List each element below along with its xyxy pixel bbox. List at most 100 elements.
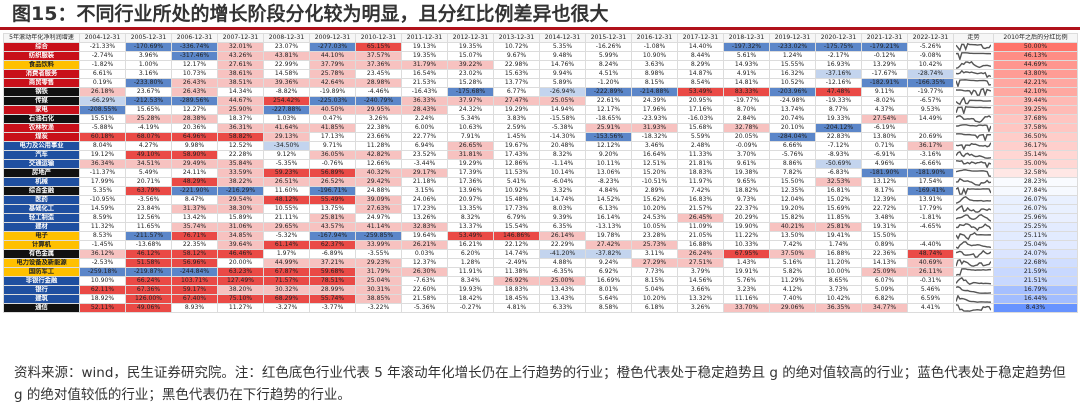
growth-cell: 12.52%: [217, 141, 264, 151]
growth-cell: 62.37%: [309, 240, 356, 250]
sparkline-line: [956, 152, 991, 158]
growth-cell: 10.90%: [79, 276, 126, 286]
header-date: 2008-12-31: [263, 33, 310, 43]
growth-cell: 3.16%: [125, 69, 172, 79]
growth-cell: 42.82%: [355, 150, 402, 160]
growth-cell: -11.37%: [79, 168, 126, 178]
growth-cell: 11.85%: [815, 213, 862, 223]
chart-title: 图15：不同行业所处的增长阶段分化较为明显，且分红比例差异也很大: [12, 3, 609, 25]
growth-cell: 16.64%: [631, 150, 678, 160]
growth-cell: 6.13%: [585, 204, 632, 214]
growth-cell: 5.46%: [907, 285, 954, 295]
growth-cell: 5.35%: [539, 42, 586, 52]
growth-cell: 13.80%: [861, 132, 908, 142]
table-row: 银行 62.11% 67.36% 59.17% 38.20% 30.32% 28.99% 30…: [3, 285, 1078, 295]
payout-ratio-cell: 25.04%: [993, 240, 1078, 250]
growth-cell: 11.16%: [723, 294, 770, 304]
growth-cell: 19.90%: [723, 222, 770, 232]
industry-name: 医药: [3, 195, 80, 205]
growth-cell: -181.90%: [907, 168, 954, 178]
growth-cell: -18.32%: [631, 132, 678, 142]
growth-cell: 10.52%: [769, 78, 816, 88]
growth-cell: 26.65%: [447, 141, 494, 151]
header-date: 2004-12-31: [79, 33, 126, 43]
growth-cell: 22.12%: [493, 240, 540, 250]
growth-cell: 17.99%: [79, 177, 126, 187]
growth-cell: 10.33%: [723, 240, 770, 250]
growth-cell: -233.02%: [769, 42, 816, 52]
sparkline-line: [956, 62, 991, 68]
growth-cell: 63.79%: [125, 186, 172, 196]
trend-sparkline: [953, 240, 994, 250]
header-date: 2020-12-31: [815, 33, 862, 43]
industry-name: 计算机: [3, 240, 80, 250]
growth-cell: 29.23%: [355, 258, 402, 268]
sparkline-line: [956, 125, 991, 131]
growth-cell: 26.14%: [539, 231, 586, 241]
sparkline-line: [956, 278, 991, 284]
growth-cell: 21.18%: [401, 177, 448, 187]
growth-cell: 76.71%: [171, 231, 218, 241]
growth-cell: -7.12%: [815, 141, 862, 151]
growth-cell: -14.30%: [539, 132, 586, 142]
sparkline-svg: [956, 151, 991, 159]
sparkline-line: [956, 98, 991, 104]
growth-cell: -203.96%: [769, 87, 816, 97]
growth-cell: 26.11%: [907, 267, 954, 277]
sparkline-line: [956, 53, 991, 59]
growth-cell: 7.40%: [769, 294, 816, 304]
growth-cell: 8.70%: [723, 105, 770, 115]
growth-cell: 26.30%: [401, 267, 448, 277]
growth-cell: 3.66%: [677, 285, 724, 295]
growth-cell: 13.42%: [171, 213, 218, 223]
growth-cell: 15.63%: [493, 69, 540, 79]
growth-cell: -9.08%: [907, 51, 954, 61]
growth-cell: 8.44%: [677, 51, 724, 61]
growth-cell: -4.40%: [907, 240, 954, 250]
growth-cell: -3.16%: [907, 150, 954, 160]
table-row: 通信 52.11% 49.06% 8.93% 11.27% -3.27% -3.77% -3.…: [3, 303, 1078, 313]
sparkline-line: [956, 116, 991, 122]
growth-cell: 14.56%: [677, 276, 724, 286]
growth-cell: -5.36%: [401, 303, 448, 313]
growth-cell: 25.90%: [217, 105, 264, 115]
growth-cell: 15.55%: [769, 60, 816, 70]
industry-name: 纺织服装: [3, 51, 80, 61]
header-date: 2011-12-31: [401, 33, 448, 43]
growth-cell: 19.29%: [447, 159, 494, 169]
growth-cell: 21.05%: [677, 231, 724, 241]
industry-name: 汽车: [3, 150, 80, 160]
growth-cell: 53.49%: [447, 231, 494, 241]
sparkline-line: [956, 251, 991, 257]
growth-cell: 6.77%: [493, 87, 540, 97]
table-body: 综合 -21.33% -170.69% -336.74% 32.01% 23.07% -27…: [3, 42, 1078, 313]
growth-cell: 10.05%: [631, 222, 678, 232]
source-note: 资料来源：wind，民生证券研究院。注：红色底色行业代表 5 年滚动年化增长仍在…: [14, 365, 1066, 403]
growth-cell: 22.37%: [723, 204, 770, 214]
growth-cell: 15.51%: [79, 114, 126, 124]
growth-cell: -6.91%: [861, 150, 908, 160]
growth-cell: -208.55%: [79, 105, 126, 115]
growth-cell: 16.32%: [769, 69, 816, 79]
growth-cell: 13.35%: [447, 204, 494, 214]
sparkline-line: [956, 206, 991, 212]
growth-cell: 11.28%: [355, 141, 402, 151]
growth-cell: 16.14%: [585, 213, 632, 223]
growth-cell: 0.89%: [861, 240, 908, 250]
payout-ratio-cell: 46.13%: [993, 51, 1078, 61]
growth-cell: 8.59%: [79, 213, 126, 223]
growth-cell: 28.99%: [309, 285, 356, 295]
table-row: 煤炭 60.18% 68.07% 64.96% 58.82% 29.13% 17.13% 23…: [3, 132, 1078, 142]
growth-cell: 3.26%: [677, 303, 724, 313]
growth-cell: 8.24%: [585, 60, 632, 70]
growth-cell: 13.91%: [907, 195, 954, 205]
growth-cell: 9.24%: [585, 258, 632, 268]
growth-cell: -6.35%: [539, 267, 586, 277]
growth-cell: 1.03%: [263, 114, 310, 124]
growth-cell: 1.45%: [493, 132, 540, 142]
growth-cell: 11.65%: [125, 222, 172, 232]
growth-cell: 10.42%: [907, 60, 954, 70]
growth-cell: 12.56%: [125, 213, 172, 223]
growth-cell: 32.53%: [815, 177, 862, 187]
growth-cell: -5.76%: [769, 150, 816, 160]
